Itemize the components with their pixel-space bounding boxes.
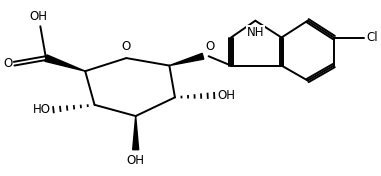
Text: O: O [3,57,12,70]
Text: NH: NH [247,26,264,39]
Polygon shape [133,116,139,150]
Text: OH: OH [217,89,235,102]
Text: HO: HO [32,103,50,116]
Text: OH: OH [127,154,145,167]
Polygon shape [169,53,204,66]
Text: OH: OH [29,10,48,23]
Text: O: O [206,40,215,53]
Text: Cl: Cl [366,31,378,44]
Text: O: O [122,40,131,53]
Polygon shape [45,55,85,71]
